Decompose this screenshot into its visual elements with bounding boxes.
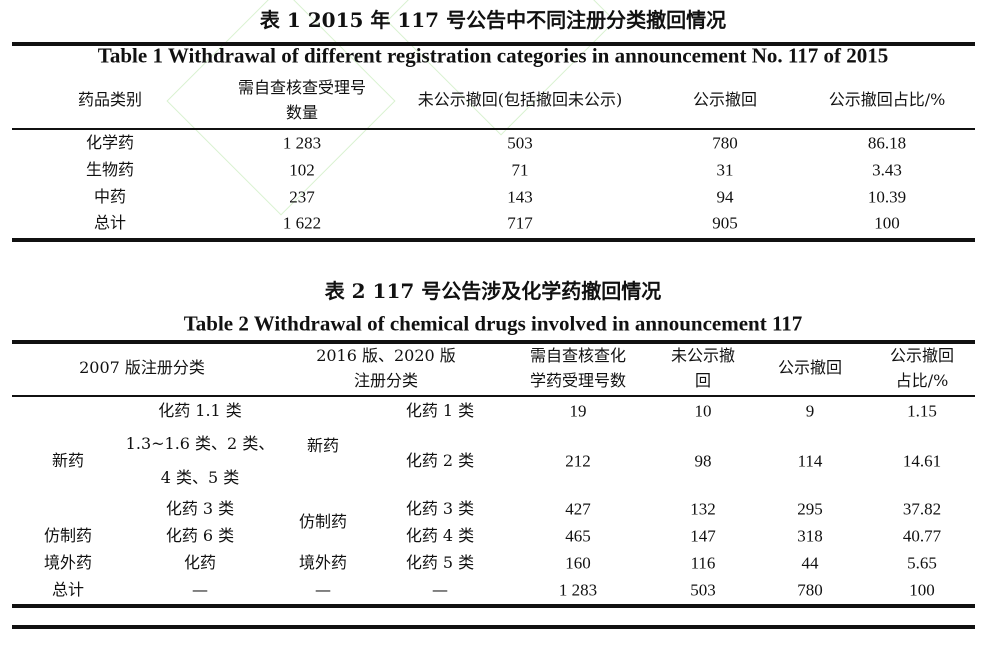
table2-cell: 19 bbox=[569, 401, 587, 421]
table1-header-cell: 数量 bbox=[285, 103, 319, 122]
table1-title-cn: 表 1 2015 年 117 号公告中不同注册分类撤回情况 bbox=[259, 8, 727, 32]
table2-sub-2016: 化药 3 类 bbox=[405, 499, 475, 518]
table1-cell: 71 bbox=[511, 160, 529, 180]
table1-cell: 717 bbox=[507, 213, 533, 233]
table2-group-2016: 新药 bbox=[306, 436, 340, 455]
table2-header-cell: 2016 版、2020 版 bbox=[316, 346, 456, 365]
table2-group-2016: 境外药 bbox=[298, 553, 348, 572]
table2-bottom-rule bbox=[12, 604, 975, 608]
table2-cell: 212 bbox=[565, 451, 591, 471]
table1-top-rule bbox=[12, 42, 975, 46]
table2-cell: 132 bbox=[690, 499, 716, 519]
table1-cell: 1 622 bbox=[282, 213, 322, 233]
table2-header-cell: 公示撤回 bbox=[889, 346, 955, 365]
table2-sub-2007: 化药 1.1 类 bbox=[158, 401, 242, 420]
table1-header-rule bbox=[12, 128, 975, 130]
table1-title-en: Table 1 Withdrawal of different registra… bbox=[97, 43, 889, 68]
table2-cell: 465 bbox=[565, 526, 591, 546]
table2-cell: 114 bbox=[797, 451, 823, 471]
table1-cell: 94 bbox=[716, 187, 734, 207]
table2-cell: 10 bbox=[694, 401, 712, 421]
table1-cell: 3.43 bbox=[872, 160, 902, 180]
table2-cell: 780 bbox=[797, 580, 823, 600]
table2-cell: 37.82 bbox=[902, 499, 942, 519]
table2-sub-2016: 化药 2 类 bbox=[405, 451, 475, 470]
table2-sub-2016: — bbox=[432, 580, 448, 599]
table2-title-en: Table 2 Withdrawal of chemical drugs inv… bbox=[183, 311, 803, 336]
table1-row-label: 总计 bbox=[93, 213, 127, 232]
table2-group-2007: 境外药 bbox=[43, 553, 93, 572]
table1-cell: 100 bbox=[874, 213, 900, 233]
table2-cell: 40.77 bbox=[902, 526, 942, 546]
table2-sub-2007: 化药 bbox=[183, 553, 217, 572]
table1-cell: 143 bbox=[507, 187, 533, 207]
table2-sub-2007: — bbox=[192, 580, 208, 599]
table2-group-2016: 仿制药 bbox=[298, 512, 348, 531]
table1-row-label: 生物药 bbox=[85, 160, 135, 179]
table2-header-cell: 需自查核查化 bbox=[529, 346, 627, 365]
table1-bottom-rule bbox=[12, 238, 975, 242]
table2-header-rule bbox=[12, 395, 975, 397]
table2-group-2007: 总计 bbox=[51, 580, 85, 599]
table2-sub-2007: 1.3~1.6 类、2 类、 bbox=[125, 434, 275, 453]
table1-cell: 503 bbox=[507, 133, 533, 153]
page-rule bbox=[12, 625, 975, 629]
table2-sub-2007: 化药 3 类 bbox=[165, 499, 235, 518]
table2-sub-2016: 化药 1 类 bbox=[405, 401, 475, 420]
table2-cell: 160 bbox=[565, 553, 591, 573]
table2-header-cell: 注册分类 bbox=[353, 371, 419, 390]
table2-header-cell: 未公示撤 bbox=[670, 346, 736, 365]
table2-title-cn: 表 2 117 号公告涉及化学药撤回情况 bbox=[324, 279, 662, 303]
table2-sub-2007: 4 类、5 类 bbox=[160, 468, 240, 487]
table1-cell: 86.18 bbox=[867, 133, 907, 153]
table1-cell: 905 bbox=[712, 213, 738, 233]
table1-header-cell: 未公示撤回(包括撤回未公示) bbox=[417, 90, 623, 109]
table2-group-2016: — bbox=[315, 580, 331, 599]
table2-cell: 100 bbox=[909, 580, 935, 600]
table1-cell: 237 bbox=[289, 187, 315, 207]
table2-top-rule bbox=[12, 340, 975, 344]
table2-cell: 295 bbox=[797, 499, 823, 519]
table2-cell: 5.65 bbox=[907, 553, 937, 573]
table2-cell: 98 bbox=[694, 451, 712, 471]
table2-group-2007: 新药 bbox=[51, 451, 85, 470]
table2-sub-2016: 化药 5 类 bbox=[405, 553, 475, 572]
table2-cell: 116 bbox=[690, 553, 716, 573]
table1-header-cell: 药品类别 bbox=[77, 90, 143, 109]
table2-header-cell: 回 bbox=[694, 371, 712, 390]
table2-cell: 318 bbox=[797, 526, 823, 546]
table2-cell: 503 bbox=[690, 580, 716, 600]
table2-sub-2007: 化药 6 类 bbox=[165, 526, 235, 545]
table2-cell: 147 bbox=[690, 526, 716, 546]
table1-cell: 780 bbox=[712, 133, 738, 153]
table1-cell: 10.39 bbox=[867, 187, 907, 207]
table2-header-cell: 公示撤回 bbox=[777, 358, 843, 377]
table2-group-2007: 仿制药 bbox=[43, 526, 93, 545]
table2-header-cell: 2007 版注册分类 bbox=[79, 358, 205, 377]
table1-row-label: 中药 bbox=[93, 187, 127, 206]
table2-header-cell: 占比/% bbox=[895, 371, 949, 390]
table1-cell: 31 bbox=[716, 160, 734, 180]
table1-cell: 102 bbox=[289, 160, 315, 180]
table1-header-cell: 公示撤回 bbox=[692, 90, 758, 109]
table2-cell: 9 bbox=[805, 401, 815, 421]
table2-header-cell: 学药受理号数 bbox=[529, 371, 627, 390]
table2-cell: 1 283 bbox=[558, 580, 598, 600]
table2-cell: 44 bbox=[801, 553, 819, 573]
table1-row-label: 化学药 bbox=[85, 133, 135, 152]
table1-header-cell: 需自查核查受理号 bbox=[237, 78, 367, 97]
table2-cell: 14.61 bbox=[902, 451, 942, 471]
table1-cell: 1 283 bbox=[282, 133, 322, 153]
table2-cell: 1.15 bbox=[907, 401, 937, 421]
table2-sub-2016: 化药 4 类 bbox=[405, 526, 475, 545]
table2-cell: 427 bbox=[565, 499, 591, 519]
table1-header-cell: 公示撤回占比/% bbox=[828, 90, 946, 109]
